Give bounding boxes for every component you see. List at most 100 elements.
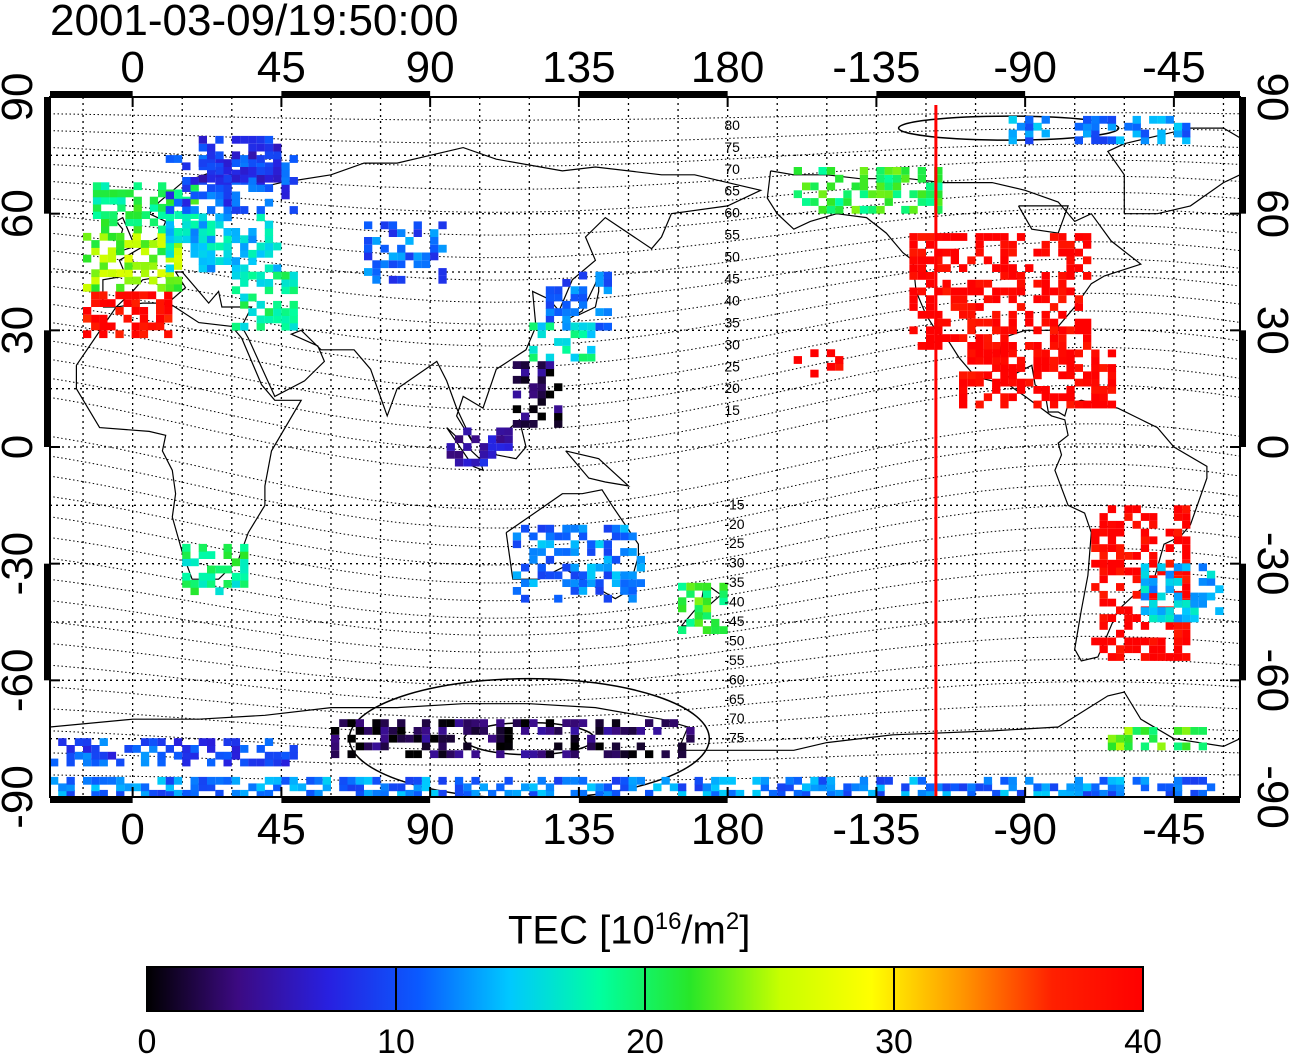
tec-cell — [826, 776, 836, 785]
tec-cell — [1107, 349, 1117, 358]
tec-cell — [74, 751, 84, 760]
tec-cell — [190, 783, 199, 792]
tec-cell — [545, 353, 555, 362]
tec-cell — [1099, 622, 1108, 630]
tec-cell — [537, 727, 546, 735]
tec-cell — [686, 618, 695, 627]
tec-cell — [694, 597, 703, 606]
tec-cell — [157, 776, 166, 785]
tec-cell — [1124, 122, 1133, 131]
tec-cell — [1083, 115, 1092, 124]
tec-cell — [116, 247, 125, 256]
contour-label: 45 — [724, 271, 740, 287]
tec-cell — [512, 420, 522, 428]
tec-cell — [967, 356, 976, 365]
tec-cell — [1066, 789, 1075, 797]
tec-cell — [496, 719, 505, 727]
tec-cell — [992, 326, 1001, 335]
tec-cell — [1074, 295, 1083, 304]
tec-cell — [231, 558, 241, 567]
tec-cell — [488, 443, 497, 451]
tec-cell — [454, 435, 464, 444]
tec-cell — [1008, 115, 1017, 124]
tec-cell — [207, 151, 216, 160]
tec-cell — [413, 221, 422, 230]
tec-cell — [1074, 303, 1083, 311]
tec-cell — [240, 235, 249, 244]
tec-cell — [529, 390, 538, 399]
tec-cell — [1049, 334, 1059, 342]
tec-cell — [1049, 342, 1059, 350]
contour-label: 50 — [724, 249, 740, 265]
tec-cell — [240, 551, 249, 559]
tec-cell — [1099, 559, 1108, 568]
bottom-lon-tick-label: 180 — [691, 805, 764, 854]
tec-cell — [240, 572, 249, 581]
tec-cell — [281, 169, 290, 178]
tec-cell — [198, 249, 207, 258]
tec-cell — [835, 356, 844, 364]
bottom-lon-tick-label: 45 — [257, 805, 306, 854]
tec-cell — [1116, 559, 1125, 568]
tec-cell — [1058, 248, 1067, 257]
tec-cell — [281, 315, 290, 324]
tec-cell — [264, 315, 274, 324]
tec-cell — [504, 742, 513, 751]
tec-cell — [1008, 378, 1017, 387]
tec-cell — [207, 551, 216, 559]
tec-cell — [264, 162, 274, 171]
tec-cell — [562, 719, 571, 727]
tec-cell — [140, 738, 150, 746]
tec-cell — [1066, 356, 1075, 365]
tec-cell — [1016, 233, 1026, 241]
tec-cell — [83, 254, 92, 263]
tec-cell — [909, 776, 918, 785]
tec-cell — [240, 206, 249, 214]
tec-cell — [1116, 528, 1125, 537]
tec-cell — [620, 783, 629, 792]
tec-cell — [347, 734, 356, 743]
tec-cell — [1116, 136, 1125, 145]
tec-cell — [1000, 356, 1009, 365]
tec-cell — [1107, 614, 1117, 622]
tec-cell — [1182, 607, 1191, 615]
tec-cell — [463, 727, 472, 735]
tec-cell — [1182, 622, 1191, 630]
tec-cell — [926, 233, 935, 241]
tec-cell — [967, 783, 976, 792]
tec-cell — [124, 262, 133, 270]
tec-cell — [636, 776, 645, 785]
axis-band — [1173, 91, 1240, 97]
tec-cell — [554, 742, 563, 751]
tec-cell — [868, 190, 877, 199]
tec-cell — [1198, 578, 1207, 586]
tec-cell — [496, 742, 505, 751]
tec-cell — [1091, 393, 1100, 402]
tec-cell — [1140, 727, 1150, 735]
tec-cell — [562, 338, 571, 346]
tec-cell — [818, 190, 827, 199]
tec-cell — [1033, 342, 1042, 350]
tec-cell — [917, 174, 926, 183]
tec-cell — [397, 229, 406, 237]
top-lon-tick-label: -135 — [832, 43, 920, 92]
tec-cell — [1206, 578, 1216, 586]
tec-cell — [1132, 505, 1141, 514]
tec-cell — [926, 789, 935, 797]
tec-cell — [1016, 356, 1026, 365]
tec-cell — [281, 308, 290, 316]
tec-cell — [430, 789, 439, 797]
tec-cell — [1083, 326, 1092, 335]
tec-cell — [653, 783, 662, 792]
tec-cell — [1041, 279, 1050, 288]
tec-cell — [628, 532, 637, 541]
tec-cell — [182, 558, 191, 567]
tec-cell — [1091, 559, 1100, 568]
tec-cell — [1149, 115, 1158, 124]
tec-cell — [719, 582, 728, 591]
tec-cell — [843, 190, 852, 199]
tec-cell — [1173, 742, 1183, 751]
tec-cell — [983, 279, 993, 288]
tec-cell — [537, 330, 546, 339]
tec-cell — [1107, 559, 1117, 568]
